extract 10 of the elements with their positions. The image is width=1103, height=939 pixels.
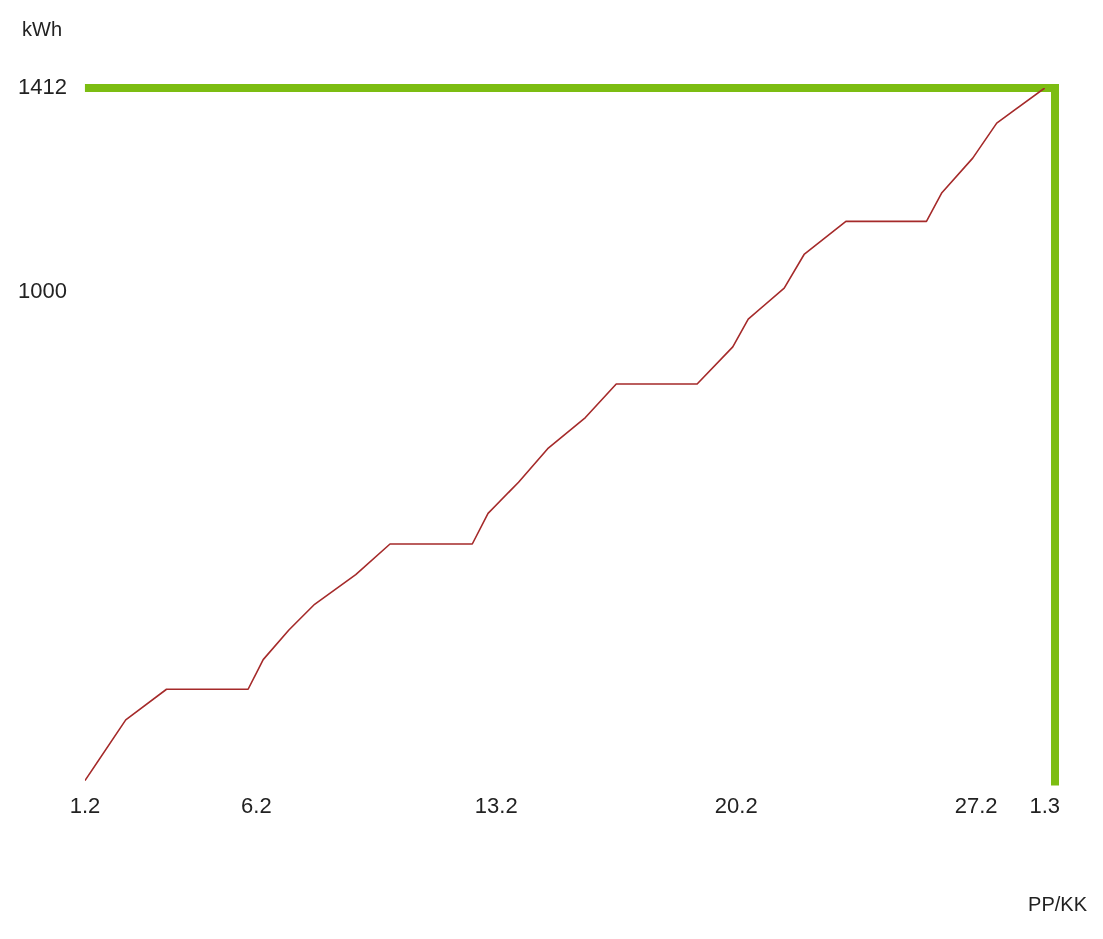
y-axis-title: kWh	[22, 18, 62, 41]
x-tick-label: 20.2	[714, 792, 758, 818]
x-axis-title: PP/KK	[1028, 893, 1087, 916]
x-tick-label: 1.2	[69, 792, 101, 818]
x-tick-label: 1.3	[1029, 792, 1061, 818]
x-tick-label: 6.2	[241, 792, 272, 818]
y-tick-label: 1412	[17, 74, 67, 100]
y-tick-label: 1000	[17, 277, 67, 303]
x-tick-label: 27.2	[954, 792, 998, 818]
x-tick-label: 13.2	[474, 792, 518, 818]
